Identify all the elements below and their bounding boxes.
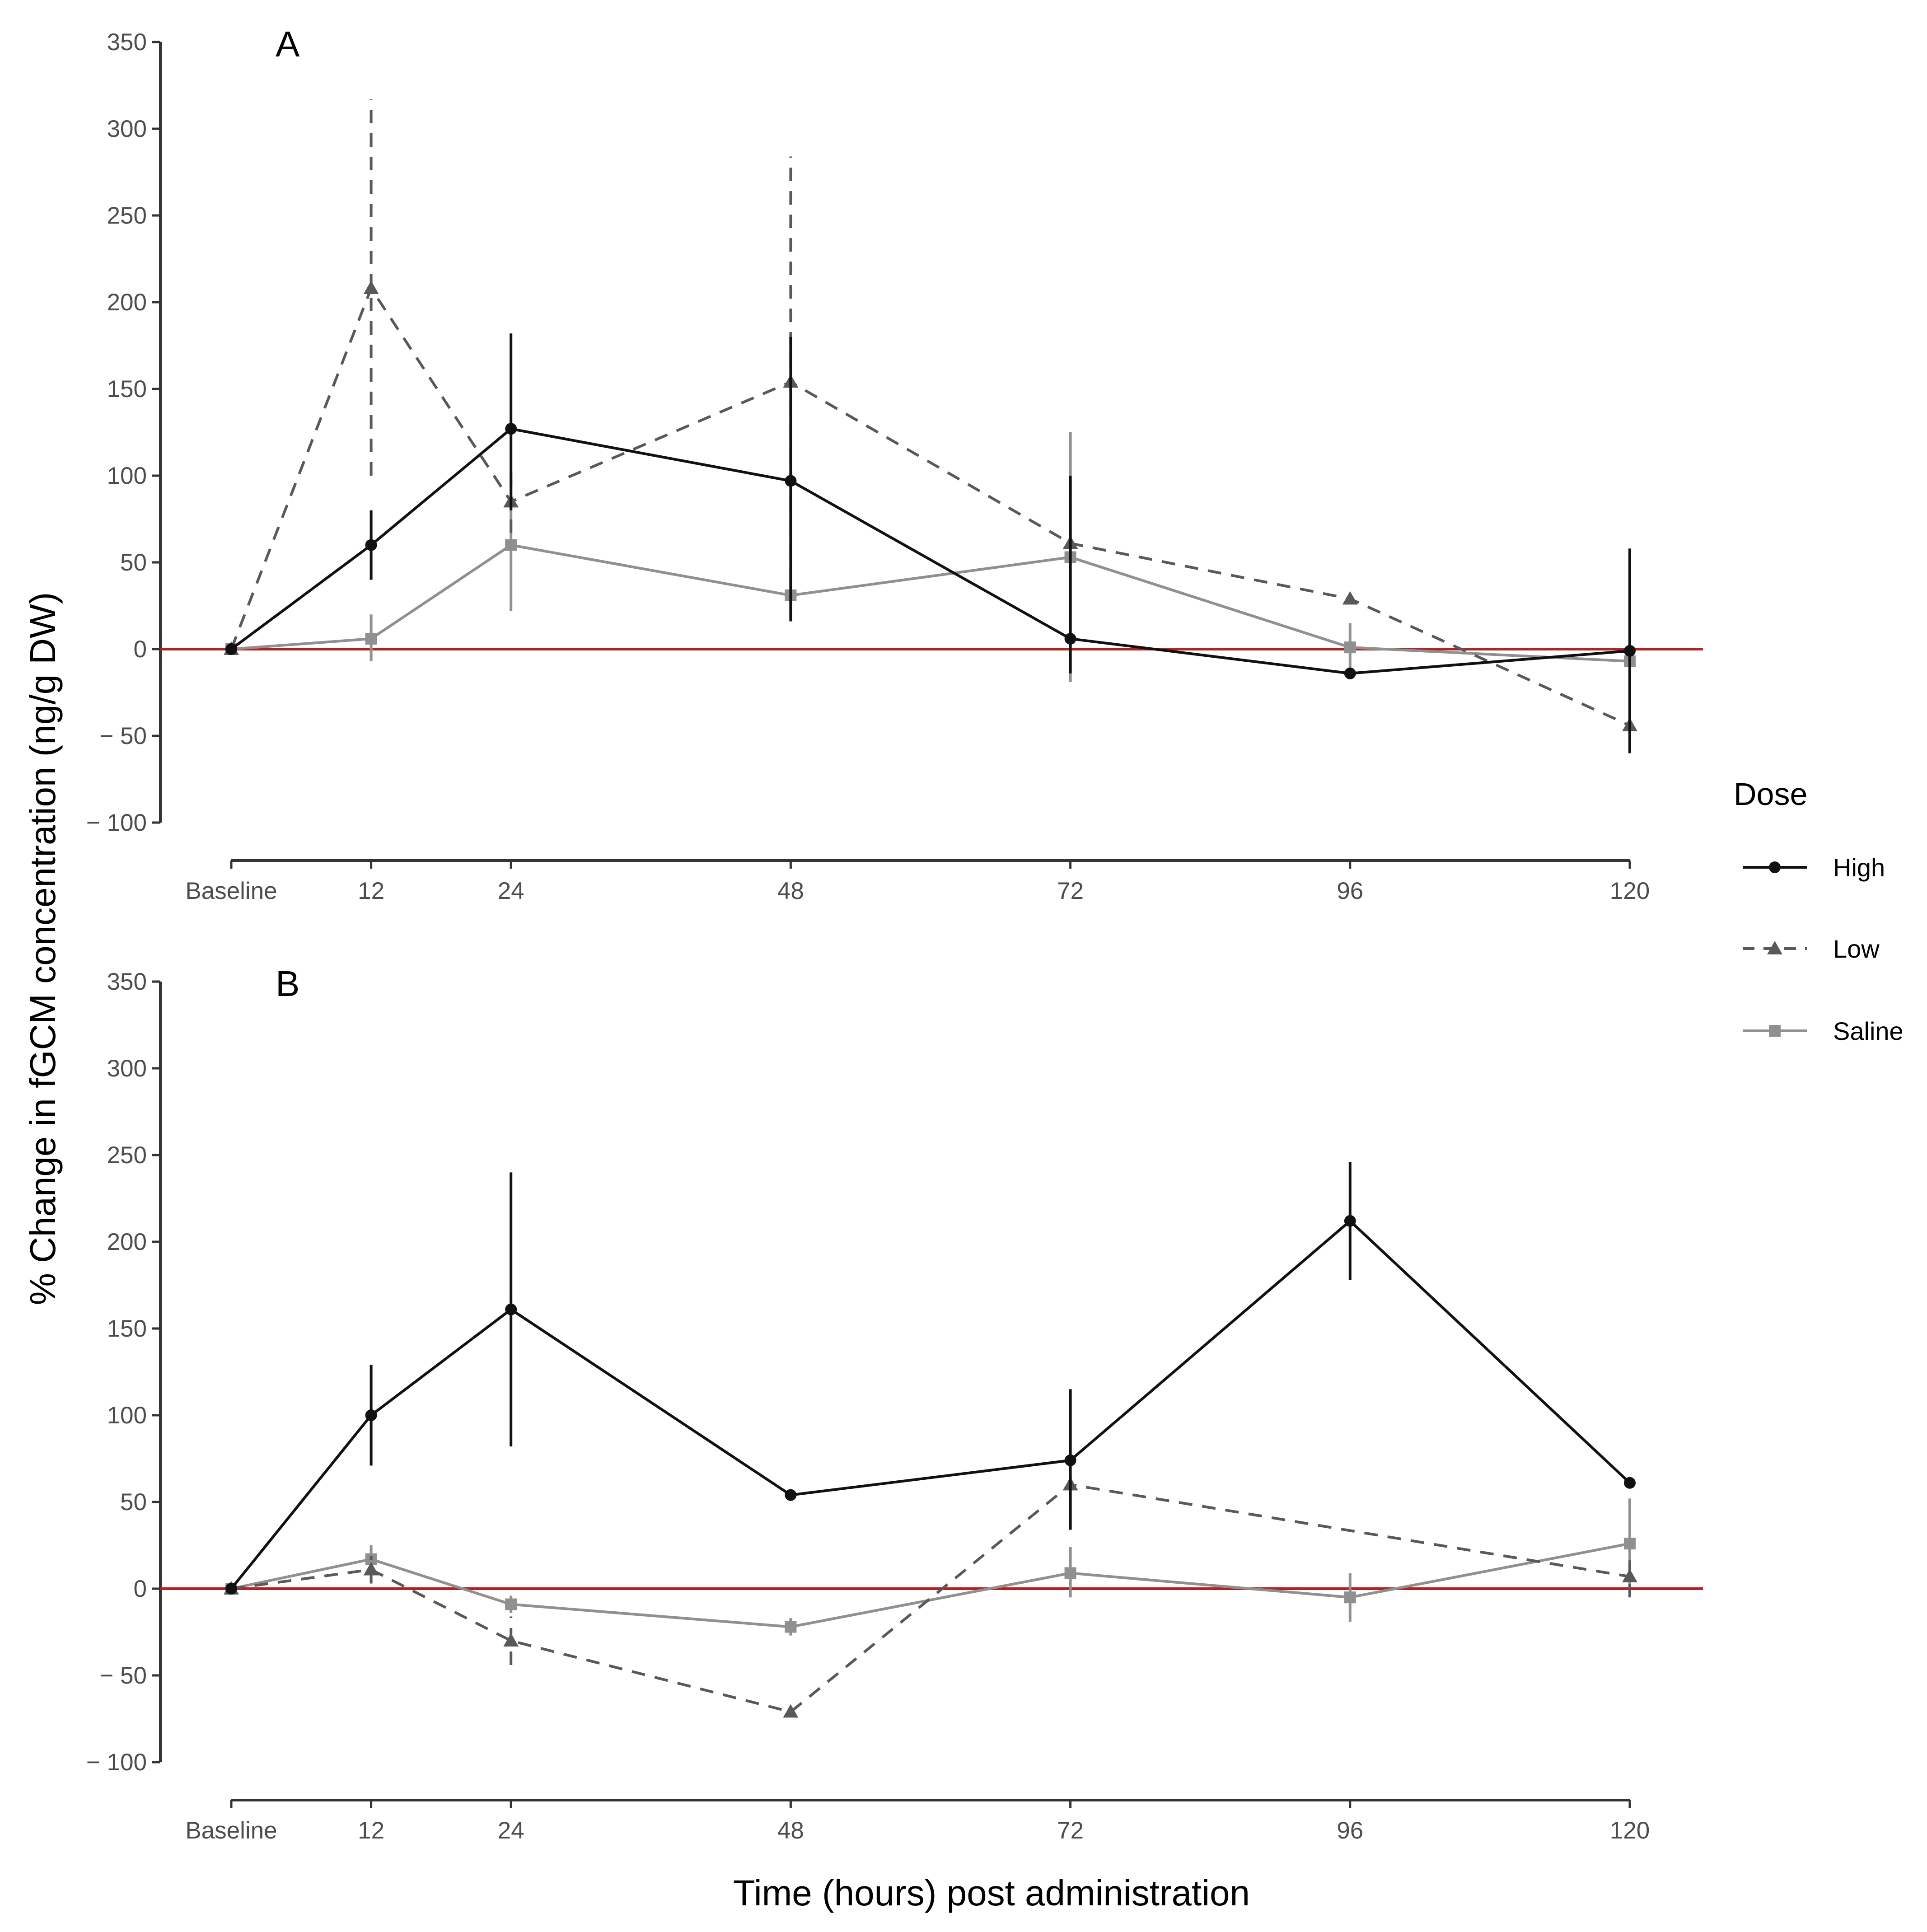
y-axis-title: % Change in fGCM concentration (ng/g DW) [23, 592, 63, 1305]
legend-low-key-marker [1767, 941, 1782, 954]
panel-b-low-point [503, 1633, 519, 1647]
panel-a-high-point [785, 475, 797, 487]
panel-b-low-point [363, 1562, 379, 1576]
panel-b-x-tick-label: 96 [1337, 1817, 1363, 1844]
panel-b-low-point [783, 1704, 799, 1718]
panel-a-y-tick-label: 0 [134, 636, 147, 663]
panel-b-y-tick-label: 50 [120, 1489, 147, 1516]
panel-a-high-point [1624, 645, 1636, 657]
panel-b: 350 300 250 200 150 100 50 0 − 50 − 100 Baseline 1… [86, 964, 1703, 1844]
panel-b-y-tick-label: 250 [107, 1142, 147, 1169]
panel-b-y-tick-label: − 50 [99, 1662, 147, 1689]
panel-a-series-high [225, 333, 1636, 753]
panel-b-x-tick-label: 48 [777, 1817, 804, 1844]
panel-b-high-point [785, 1489, 797, 1501]
legend-entry-high: High [1743, 853, 1885, 882]
panel-a-x-tick-label: 120 [1610, 878, 1650, 904]
panel-a-y-axis: 350 300 250 200 150 100 50 0 − 50 − 100 [86, 29, 162, 836]
panel-a-y-tick-label: 100 [107, 463, 147, 489]
panel-a-x-tick-label: 96 [1337, 878, 1363, 904]
x-axis-title: Time (hours) post administration [733, 1873, 1250, 1913]
panel-a-x-tick-label: 72 [1057, 878, 1084, 904]
panel-b-label: B [276, 964, 299, 1004]
legend-title: Dose [1734, 777, 1807, 812]
panel-b-x-tick-label: 12 [358, 1817, 384, 1844]
panel-b-x-tick-label: 72 [1057, 1817, 1084, 1844]
panel-a-saline-point [1344, 641, 1356, 654]
panel-b-high-point [225, 1583, 237, 1595]
panel-a-y-tick-label: 350 [107, 29, 147, 56]
panel-a-saline-point [365, 632, 377, 645]
panel-a: 350 300 250 200 150 100 50 0 − 50 − 100 Baseline 1… [86, 24, 1703, 904]
panel-a-high-point [225, 643, 237, 655]
legend-high-key-marker [1769, 861, 1781, 873]
panel-b-y-tick-label: 100 [107, 1402, 147, 1429]
panel-b-y-axis: 350 300 250 200 150 100 50 0 − 50 − 100 [86, 968, 162, 1776]
panel-a-x-tick-label: Baseline [185, 878, 277, 904]
panel-a-x-axis: Baseline 12 24 48 72 96 120 [185, 859, 1650, 904]
panel-a-high-point [1064, 632, 1076, 645]
legend-entry-saline: Saline [1743, 1017, 1904, 1045]
legend-entry-low: Low [1743, 935, 1880, 963]
panel-a-low-point [363, 281, 379, 295]
panel-b-high-point [505, 1303, 517, 1315]
panel-b-saline-point [1344, 1591, 1356, 1604]
panel-a-y-tick-label: − 50 [99, 723, 147, 749]
panel-a-y-tick-label: 300 [107, 116, 147, 142]
panel-a-y-tick-label: 200 [107, 289, 147, 316]
panel-b-x-axis: Baseline 12 24 48 72 96 120 [185, 1799, 1650, 1844]
panel-b-low-line [231, 1483, 1630, 1713]
panel-a-y-tick-label: 50 [120, 549, 147, 576]
panel-b-y-tick-label: 150 [107, 1315, 147, 1342]
panel-b-y-tick-label: 200 [107, 1229, 147, 1255]
panel-b-y-tick-label: 0 [134, 1576, 147, 1602]
legend: Dose High Low Saline [1734, 777, 1904, 1045]
panel-b-high-point [1624, 1477, 1636, 1489]
panel-a-saline-point [505, 539, 517, 551]
panel-b-saline-point [505, 1598, 517, 1610]
panel-b-series-high [225, 1162, 1636, 1595]
panel-a-y-tick-label: 250 [107, 202, 147, 229]
panel-a-high-point [365, 539, 377, 551]
panel-b-saline-point [785, 1621, 797, 1633]
panel-a-low-point [1342, 591, 1358, 605]
panel-a-y-tick-label: − 100 [86, 809, 147, 836]
panel-a-x-tick-label: 12 [358, 878, 384, 904]
panel-b-y-tick-label: − 100 [86, 1749, 147, 1776]
legend-saline-label: Saline [1833, 1017, 1904, 1045]
panel-b-y-tick-label: 300 [107, 1055, 147, 1082]
panel-b-saline-point [1624, 1538, 1636, 1550]
legend-saline-key-marker [1769, 1025, 1781, 1037]
panel-b-y-tick-label: 350 [107, 968, 147, 995]
panel-b-x-tick-label: 24 [498, 1817, 524, 1844]
panel-a-y-tick-label: 150 [107, 376, 147, 402]
panel-a-high-point [505, 423, 517, 435]
panel-b-high-point [1344, 1215, 1356, 1227]
panel-b-low-point [1622, 1569, 1637, 1582]
panel-a-x-tick-label: 24 [498, 878, 524, 904]
panel-b-x-tick-label: 120 [1610, 1817, 1650, 1844]
legend-low-label: Low [1833, 935, 1880, 963]
panel-b-high-point [365, 1409, 377, 1421]
legend-high-label: High [1833, 853, 1885, 882]
panel-a-x-tick-label: 48 [777, 878, 804, 904]
panel-b-x-tick-label: Baseline [185, 1817, 277, 1844]
panel-b-high-point [1064, 1454, 1076, 1466]
panel-a-label: A [276, 24, 300, 64]
panel-a-high-point [1344, 667, 1356, 679]
panel-b-saline-point [1064, 1567, 1076, 1579]
